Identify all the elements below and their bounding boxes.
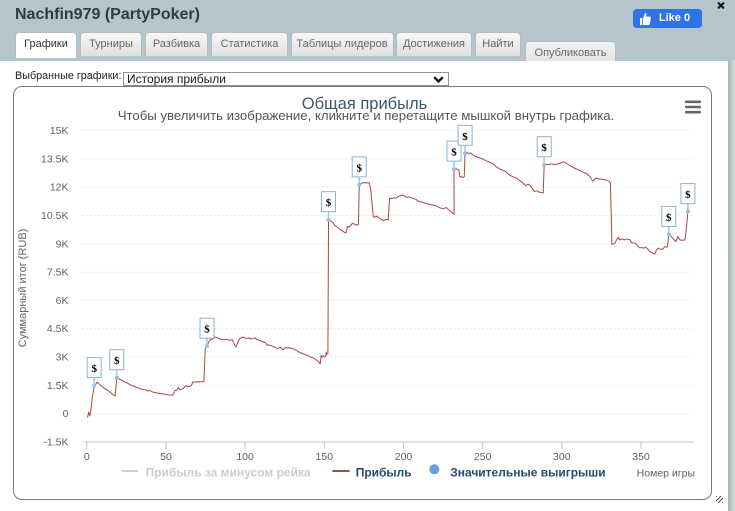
svg-text:Прибыль: Прибыль xyxy=(356,466,412,480)
svg-text:1.5K: 1.5K xyxy=(47,380,69,392)
svg-text:0: 0 xyxy=(63,408,69,420)
svg-text:10.5K: 10.5K xyxy=(41,210,68,222)
svg-text:$: $ xyxy=(92,363,98,375)
svg-text:$: $ xyxy=(357,162,363,174)
svg-text:Общая прибыль: Общая прибыль xyxy=(302,95,427,113)
svg-text:15K: 15K xyxy=(50,125,69,137)
svg-text:$: $ xyxy=(326,197,332,209)
svg-text:Суммарный итог (RUB): Суммарный итог (RUB) xyxy=(17,229,29,348)
svg-text:13.5K: 13.5K xyxy=(41,153,68,165)
svg-text:50: 50 xyxy=(160,451,172,463)
svg-text:100: 100 xyxy=(236,451,254,463)
svg-text:$: $ xyxy=(685,189,691,201)
svg-text:150: 150 xyxy=(316,451,334,463)
svg-text:$: $ xyxy=(451,147,457,159)
svg-text:Прибыль за минусом рейка: Прибыль за минусом рейка xyxy=(146,466,311,480)
svg-text:$: $ xyxy=(666,212,672,224)
svg-text:Чтобы увеличить изображение, к: Чтобы увеличить изображение, кликните и … xyxy=(118,108,615,123)
svg-text:0: 0 xyxy=(84,451,90,463)
svg-text:3K: 3K xyxy=(56,352,69,364)
svg-text:$: $ xyxy=(541,142,547,154)
svg-text:6K: 6K xyxy=(56,295,69,307)
svg-text:$: $ xyxy=(114,355,120,367)
svg-text:$: $ xyxy=(462,131,468,143)
svg-text:300: 300 xyxy=(553,451,571,463)
svg-text:$: $ xyxy=(204,324,210,336)
svg-text:250: 250 xyxy=(474,451,492,463)
svg-text:Значительные выигрыши: Значительные выигрыши xyxy=(450,466,606,480)
svg-text:Номер игры: Номер игры xyxy=(637,468,695,480)
svg-text:-1.5K: -1.5K xyxy=(43,437,68,449)
svg-text:200: 200 xyxy=(395,451,413,463)
svg-text:12K: 12K xyxy=(50,182,69,194)
svg-text:9K: 9K xyxy=(56,238,69,250)
svg-text:350: 350 xyxy=(632,451,650,463)
svg-text:4.5K: 4.5K xyxy=(47,323,69,335)
svg-text:7.5K: 7.5K xyxy=(47,267,69,279)
